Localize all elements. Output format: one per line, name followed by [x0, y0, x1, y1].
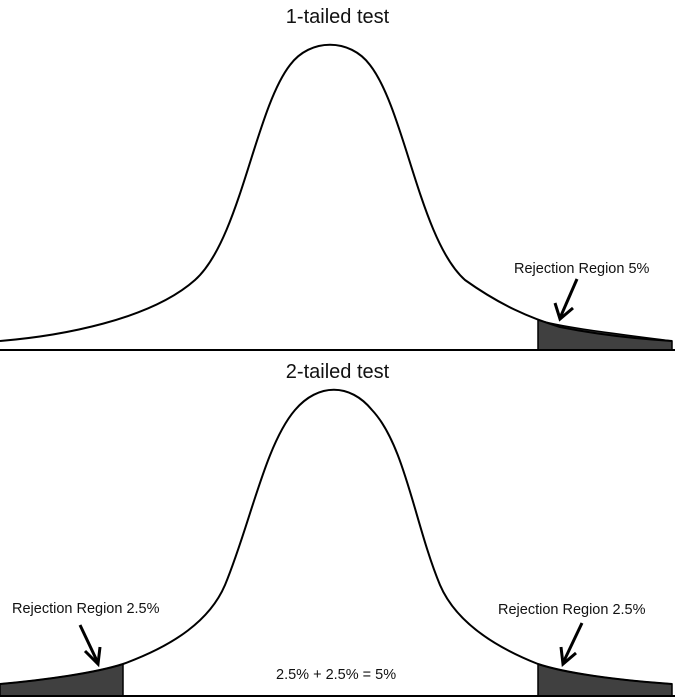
arrow-left: [78, 624, 102, 668]
one-tailed-panel: 1-tailed test Rejection Region 5%: [0, 6, 675, 351]
two-tailed-panel: 2-tailed test Rejection Region 2.5% Reje…: [0, 355, 675, 700]
left-rejection-region-label: Rejection Region 2.5%: [12, 601, 160, 617]
arrow-right: [553, 278, 579, 322]
sum-note: 2.5% + 2.5% = 5%: [276, 667, 397, 683]
rejection-region-label: Rejection Region 5%: [514, 261, 650, 277]
one-tailed-diagram: [0, 43, 675, 351]
right-rejection-region-label: Rejection Region 2.5%: [498, 602, 646, 618]
arrow-right: [559, 622, 584, 667]
distribution-curve: [0, 388, 673, 685]
two-tailed-diagram: [0, 388, 675, 697]
distribution-curve: [0, 43, 673, 342]
panel-title: 1-tailed test: [285, 6, 390, 28]
panel-title: 2-tailed test: [285, 361, 390, 383]
